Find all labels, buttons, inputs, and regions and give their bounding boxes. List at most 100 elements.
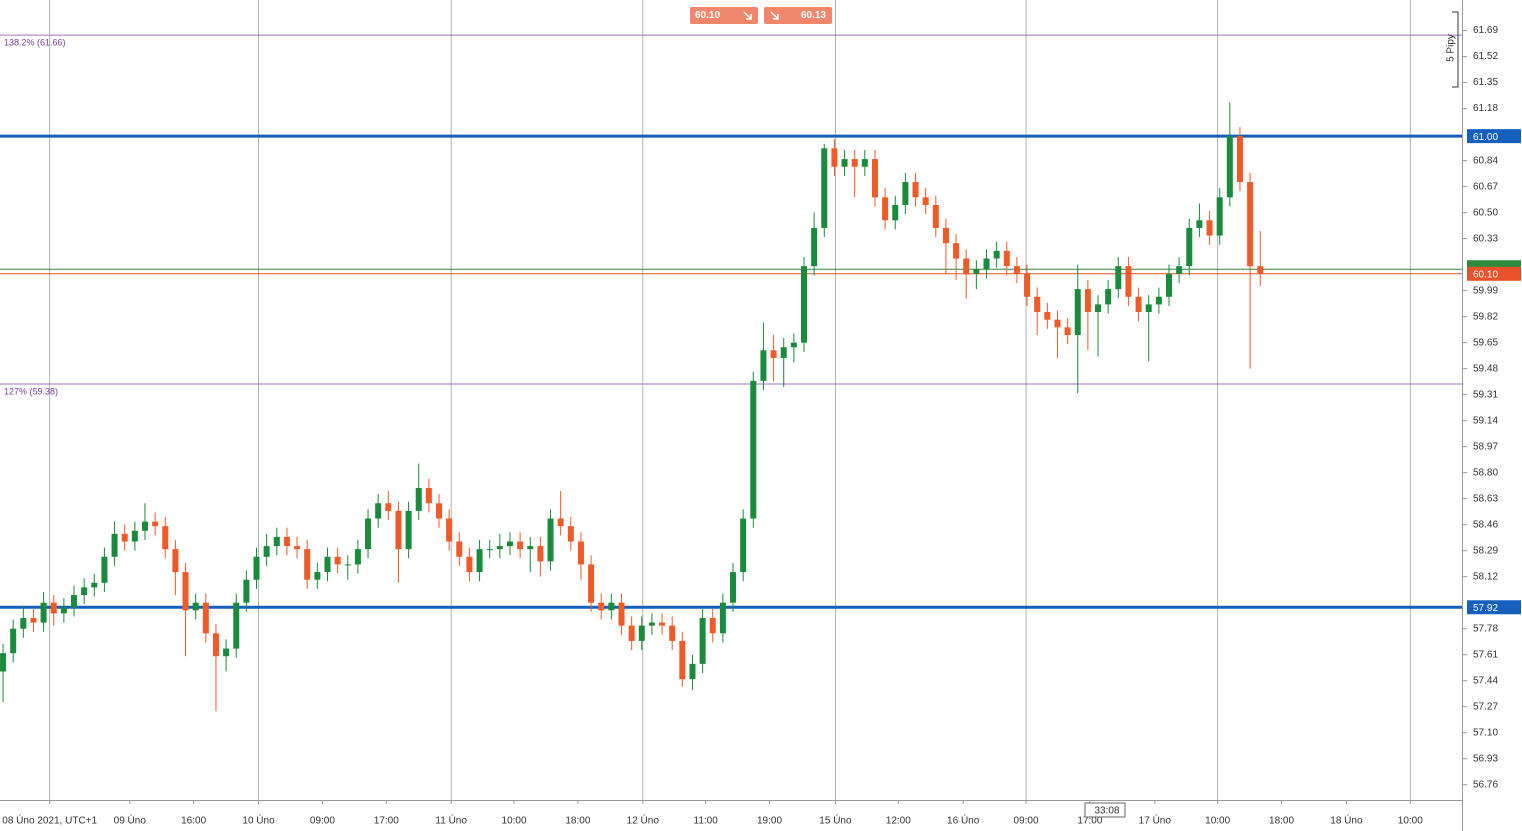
y-tick-label: 57.27: [1473, 701, 1498, 712]
candle-body: [385, 503, 392, 511]
candle-body: [1236, 136, 1243, 183]
candle-body: [1165, 273, 1172, 297]
candle-body: [800, 266, 807, 343]
candle-body: [760, 350, 767, 381]
x-tick-label: 18 Úno: [1330, 814, 1363, 827]
y-tick-label: 61.69: [1473, 25, 1498, 36]
y-tick-label: 61.35: [1473, 77, 1498, 88]
candle-body: [172, 549, 179, 573]
x-tick-label: 10 Úno: [242, 814, 275, 827]
candle-body: [273, 536, 280, 547]
y-tick-label: 57.10: [1473, 727, 1498, 738]
candle-body: [202, 602, 209, 634]
x-tick-label: 19:00: [757, 816, 782, 827]
candle-body: [395, 510, 402, 550]
candle-body: [598, 602, 605, 611]
candle-body: [922, 197, 929, 205]
candle-body: [81, 587, 88, 596]
candle-body: [456, 541, 463, 557]
candle-body: [324, 556, 331, 573]
candle-body: [263, 546, 270, 557]
candle-body: [0, 653, 7, 672]
y-tick-label: 58.80: [1473, 467, 1498, 478]
candle-body: [192, 602, 199, 611]
y-tick-label: 59.82: [1473, 311, 1498, 322]
x-tick-label: 09 Úno: [114, 814, 147, 827]
candle-body: [861, 159, 868, 167]
x-tick-label: 18:00: [1269, 816, 1294, 827]
candle-body: [415, 487, 422, 511]
candle-body: [1095, 304, 1102, 313]
candle-body: [1226, 136, 1233, 198]
candle-body: [141, 521, 148, 531]
sell-price: 60.10: [695, 10, 721, 21]
x-tick-label: 12 Úno: [627, 814, 660, 827]
y-tick-label: 56.93: [1473, 753, 1498, 764]
candle-body: [354, 549, 361, 565]
buy-button[interactable]: 60.13: [764, 7, 832, 24]
candle-body: [871, 159, 878, 198]
candle-body: [851, 159, 858, 167]
candle-body: [1216, 197, 1223, 236]
countdown-box: [1084, 802, 1126, 818]
candle-body: [1034, 296, 1041, 313]
candle-body: [821, 148, 828, 228]
candle-body: [71, 595, 78, 608]
candle-body: [506, 541, 513, 547]
candle-body: [912, 182, 919, 198]
candle-body: [20, 617, 27, 629]
sell-button[interactable]: 60.10: [690, 7, 758, 24]
candle-body: [1125, 266, 1132, 297]
x-tick-label: 17:00: [374, 816, 399, 827]
candle-body: [780, 347, 787, 358]
y-tick-label: 60.67: [1473, 181, 1498, 192]
candle-body: [547, 518, 554, 562]
candle-body: [1155, 296, 1162, 305]
candle-body: [111, 533, 118, 557]
y-tick-label: 58.46: [1473, 519, 1498, 530]
arrow-icon: [743, 11, 752, 20]
x-tick-label: 10:00: [1398, 816, 1423, 827]
candle-body: [730, 572, 737, 603]
candle-body: [953, 243, 960, 259]
x-tick-label: 17 Úno: [1139, 814, 1172, 827]
candle-body: [365, 518, 372, 550]
candle-body: [577, 541, 584, 565]
y-tick-label: 59.31: [1473, 389, 1498, 400]
x-tick-label: 10:00: [1205, 816, 1230, 827]
candle-body: [648, 622, 655, 626]
y-tick-label: 56.76: [1473, 779, 1498, 790]
candle-body: [770, 350, 777, 358]
buy-price: 60.13: [800, 10, 826, 21]
candle-body: [1024, 273, 1031, 297]
candle-body: [1013, 266, 1020, 274]
y-tick-label: 60.33: [1473, 233, 1498, 244]
candle-body: [963, 258, 970, 274]
candle-body: [40, 602, 47, 623]
y-tick-label: 57.61: [1473, 649, 1498, 660]
scale-bracket: [1452, 11, 1459, 88]
y-tick-label: 57.44: [1473, 675, 1498, 686]
candle-body: [709, 617, 716, 634]
candle-body: [1135, 296, 1142, 313]
candle-body: [212, 633, 219, 657]
y-tick-label: 60.84: [1473, 155, 1498, 166]
level-tag: [1467, 129, 1521, 144]
x-tick-label: 17:00: [1077, 816, 1102, 827]
candle-body: [750, 380, 757, 519]
candle-body: [983, 258, 990, 270]
x-tick-label: 09:00: [1014, 816, 1039, 827]
candle-body: [882, 197, 889, 221]
candle-body: [638, 625, 645, 641]
candle-body: [182, 572, 189, 611]
candle-body: [892, 204, 899, 221]
candle-body: [973, 269, 980, 274]
candle-body: [811, 227, 818, 267]
candle-body: [841, 159, 848, 167]
y-tick-label: 59.99: [1473, 285, 1498, 296]
y-tick-label: 59.65: [1473, 337, 1498, 348]
candle-body: [1054, 319, 1061, 328]
candle-body: [740, 518, 747, 573]
candle-body: [283, 536, 290, 547]
candle-body: [334, 556, 341, 565]
